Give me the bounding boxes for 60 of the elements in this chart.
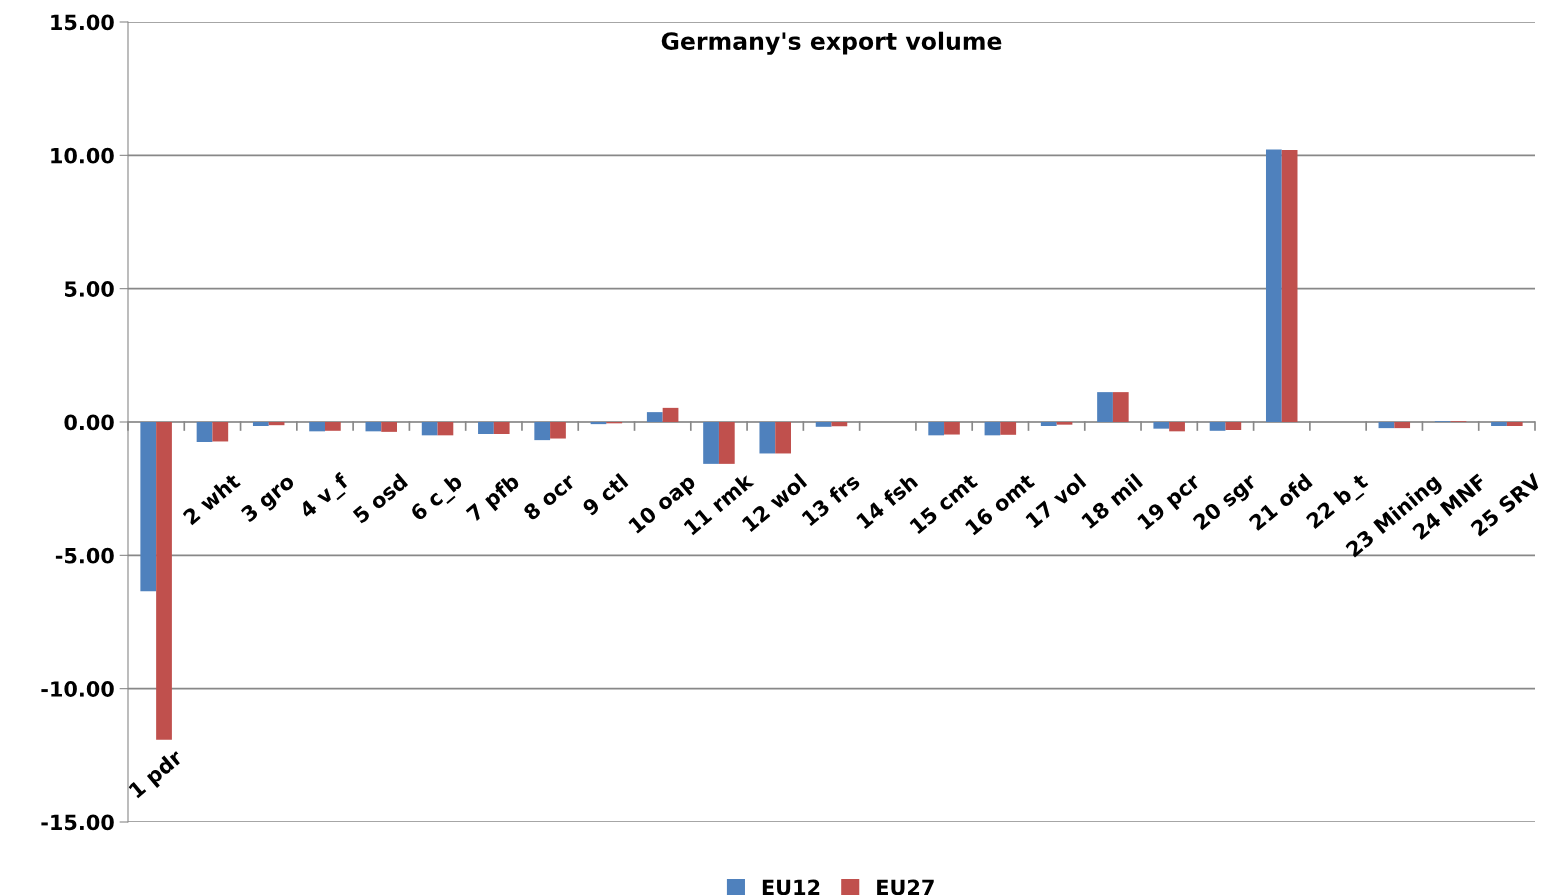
bar	[1169, 422, 1185, 432]
bar	[156, 422, 172, 740]
bar	[928, 422, 945, 436]
y-tick-label: 0.00	[64, 414, 114, 431]
x-tick-label: 4 v_f	[298, 471, 353, 523]
bar	[1265, 149, 1282, 422]
bar	[437, 422, 454, 436]
bar	[324, 422, 341, 431]
bar	[140, 422, 157, 592]
legend-label: EU12	[762, 879, 820, 895]
x-tick-label: 8 ocr	[522, 472, 577, 522]
bar	[718, 422, 735, 464]
x-tick-label: 5 osd	[351, 472, 409, 524]
bar	[309, 422, 325, 432]
bar	[646, 412, 663, 422]
bar	[252, 422, 269, 426]
bar	[759, 422, 776, 454]
bar	[196, 422, 213, 442]
y-tick-label: 10.00	[51, 147, 114, 164]
y-tick-label: -15.00	[41, 814, 114, 831]
bar	[268, 422, 285, 426]
bar	[1225, 422, 1242, 430]
y-tick-label: 15.00	[51, 14, 114, 31]
bar	[1056, 422, 1073, 425]
bar	[381, 422, 398, 432]
bar	[212, 422, 229, 442]
legend-label: EU27	[877, 879, 934, 895]
x-tick-label: 2 wht	[182, 472, 242, 526]
bar	[1394, 422, 1411, 429]
x-tick-label: 7 pfb	[465, 472, 523, 526]
chart-title: Germany's export volume	[661, 31, 1002, 55]
bar	[1491, 422, 1507, 426]
bar	[421, 422, 438, 436]
bar	[1281, 150, 1298, 422]
x-tick-label: 9 ctl	[581, 472, 629, 517]
bar	[493, 422, 510, 434]
y-tick-label: -10.00	[41, 681, 114, 697]
x-tick-label: 3 gro	[240, 472, 299, 526]
bar	[1040, 422, 1057, 426]
x-tick-label: 6 c_b	[409, 472, 467, 526]
bar	[534, 422, 551, 441]
bar	[1112, 392, 1129, 422]
bar	[775, 422, 791, 454]
bar	[831, 422, 848, 427]
bar	[662, 407, 679, 422]
bar	[478, 422, 494, 434]
y-tick-label: -5.00	[55, 547, 114, 564]
bar	[1209, 422, 1226, 431]
bar	[365, 422, 382, 432]
bar	[815, 422, 832, 427]
bar	[984, 422, 1001, 436]
bar	[1378, 422, 1395, 429]
y-tick-label: 5.00	[65, 281, 114, 297]
bar	[550, 422, 566, 439]
bar	[1153, 422, 1170, 429]
bar	[703, 422, 719, 464]
bar	[1000, 422, 1017, 435]
bar	[944, 422, 960, 435]
bar	[1097, 392, 1113, 422]
bar	[1506, 422, 1523, 426]
